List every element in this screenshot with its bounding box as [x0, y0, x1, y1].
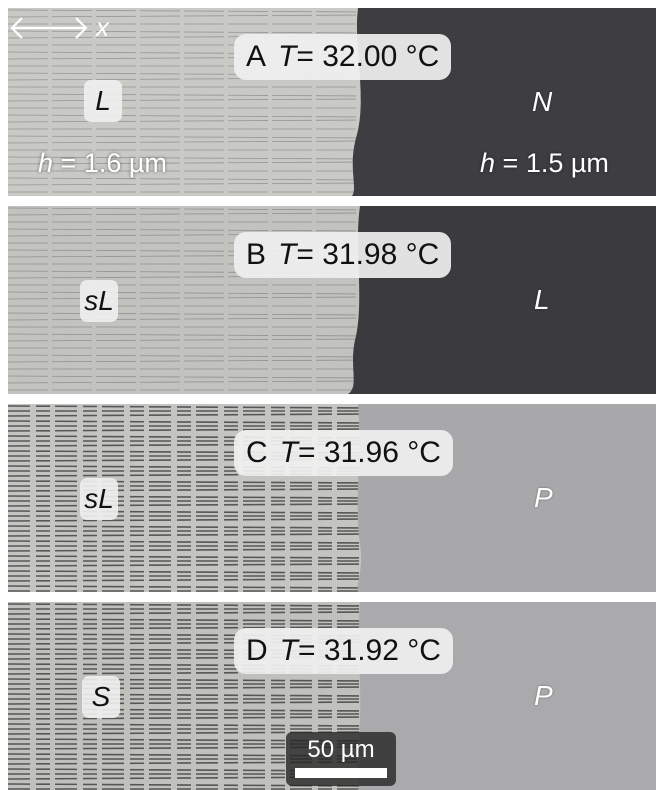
right-phase-label: P: [534, 482, 553, 513]
panel-letter: B: [246, 238, 267, 271]
left-phase-label: sL: [80, 478, 118, 520]
panel-letter: D: [246, 634, 268, 667]
scale-bar-label: 50 µm: [307, 736, 375, 763]
scale-bar-line: [295, 768, 387, 778]
panel-letter: C: [246, 436, 268, 469]
temperature-symbol: T: [278, 238, 297, 271]
right-phase-label: L: [534, 284, 550, 315]
temperature-value: = 31.98 °C: [296, 238, 440, 271]
right-phase-label: P: [534, 680, 553, 711]
temperature-value: = 31.96 °C: [298, 436, 441, 469]
striped-texture: [8, 207, 369, 391]
temperature-value: = 32.00 °C: [296, 40, 440, 73]
right-phase-label: N: [532, 86, 553, 117]
panel-a-title: A T = 32.00 °C: [234, 34, 452, 80]
temperature-symbol: T: [279, 436, 298, 469]
temperature-symbol: T: [278, 40, 297, 73]
left-phase-label: sL: [80, 280, 118, 322]
thickness-left: h = 1.6 µm: [38, 148, 167, 178]
left-phase-label: S: [82, 676, 120, 718]
panel-a: A T = 32.00 °C L N h = 1.6 µm h = 1.5 µm…: [8, 8, 656, 196]
panel-b: B T = 31.98 °C sL L: [8, 206, 656, 394]
temperature-value: = 31.92 °C: [298, 634, 441, 667]
scale-bar: 50 µm: [286, 732, 396, 786]
panel-c-title: C T = 31.96 °C: [234, 430, 453, 476]
striped-texture: [8, 405, 369, 592]
double-arrow-icon: x: [10, 12, 110, 42]
axis-label: x: [94, 12, 110, 42]
panel-c: C T = 31.96 °C sL P: [8, 404, 656, 592]
left-phase-label: L: [84, 80, 122, 122]
thickness-right: h = 1.5 µm: [480, 148, 609, 178]
panel-d-title: D T = 31.92 °C: [234, 628, 453, 674]
panel-b-title: B T = 31.98 °C: [234, 232, 452, 278]
panel-letter: A: [246, 40, 267, 73]
temperature-symbol: T: [279, 634, 298, 667]
